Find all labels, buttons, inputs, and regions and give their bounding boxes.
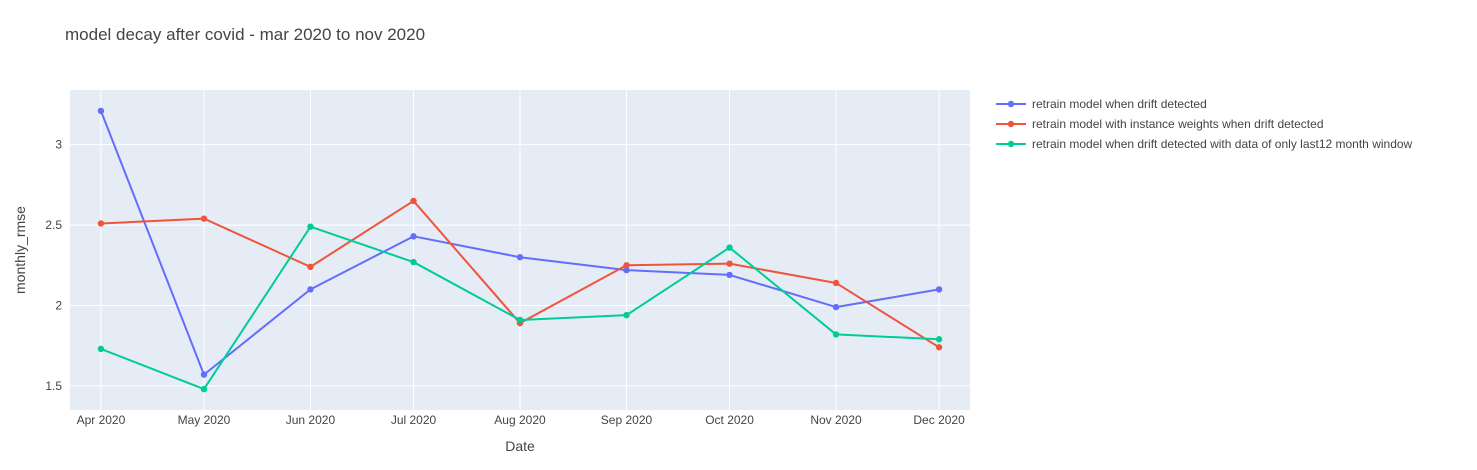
- legend-marker: [1007, 140, 1015, 148]
- y-tick-label: 2: [55, 298, 62, 312]
- data-point: [516, 316, 524, 324]
- legend[interactable]: retrain model when drift detected retrain…: [996, 97, 1413, 151]
- data-point: [200, 385, 208, 393]
- data-point: [935, 286, 943, 293]
- data-point: [516, 254, 524, 261]
- x-axis-title: Date: [505, 438, 535, 454]
- x-tick-label: Apr 2020: [77, 413, 126, 427]
- legend-marker: [1007, 100, 1015, 108]
- data-point: [623, 262, 630, 269]
- x-tick-labels: Apr 2020 May 2020 Jun 2020 Jul 2020 Aug 2020…: [77, 413, 966, 427]
- series-2: [97, 197, 943, 351]
- data-point: [410, 233, 417, 240]
- chart-title: model decay after covid - mar 2020 to no…: [65, 25, 425, 44]
- data-point: [307, 263, 314, 271]
- series-layer: [97, 107, 943, 393]
- data-point: [307, 223, 314, 230]
- y-tick-label: 2.5: [45, 218, 62, 232]
- legend-item[interactable]: retrain model when drift detected with d…: [996, 137, 1413, 151]
- series-3: [97, 223, 943, 393]
- data-point: [97, 107, 105, 115]
- data-point: [97, 220, 105, 227]
- x-tick-label: May 2020: [178, 413, 231, 427]
- data-point: [307, 286, 314, 293]
- data-point: [832, 331, 840, 338]
- data-point: [832, 279, 840, 287]
- x-tick-label: Aug 2020: [494, 413, 546, 427]
- x-tick-label: Dec 2020: [913, 413, 965, 427]
- legend-label: retrain model when drift detected: [1032, 97, 1207, 111]
- data-point: [935, 344, 943, 351]
- legend-label: retrain model when drift detected with d…: [1032, 137, 1413, 151]
- data-point: [726, 244, 733, 251]
- legend-item[interactable]: retrain model when drift detected: [996, 97, 1207, 111]
- data-point: [832, 303, 840, 311]
- legend-item[interactable]: retrain model with instance weights when…: [996, 117, 1324, 131]
- data-point: [97, 345, 105, 353]
- data-point: [200, 371, 208, 378]
- data-point: [726, 260, 733, 267]
- data-point: [623, 311, 630, 319]
- legend-marker: [1007, 120, 1015, 128]
- x-tick-label: Oct 2020: [705, 413, 754, 427]
- data-point: [726, 271, 733, 279]
- data-point: [935, 336, 943, 343]
- x-tick-label: Jul 2020: [391, 413, 437, 427]
- x-tick-label: Sep 2020: [601, 413, 653, 427]
- y-tick-labels: 1.5 2 2.5 3: [45, 138, 62, 393]
- series-1: [97, 107, 943, 378]
- data-point: [410, 258, 417, 266]
- grid-layer: [70, 90, 970, 410]
- y-tick-label: 3: [55, 138, 62, 152]
- data-point: [410, 197, 417, 205]
- y-axis-title: monthly_rmse: [12, 206, 28, 294]
- data-point: [200, 215, 208, 222]
- legend-label: retrain model with instance weights when…: [1032, 117, 1324, 131]
- x-tick-label: Nov 2020: [810, 413, 862, 427]
- x-tick-label: Jun 2020: [286, 413, 336, 427]
- data-point: [623, 266, 630, 274]
- y-tick-label: 1.5: [45, 379, 62, 393]
